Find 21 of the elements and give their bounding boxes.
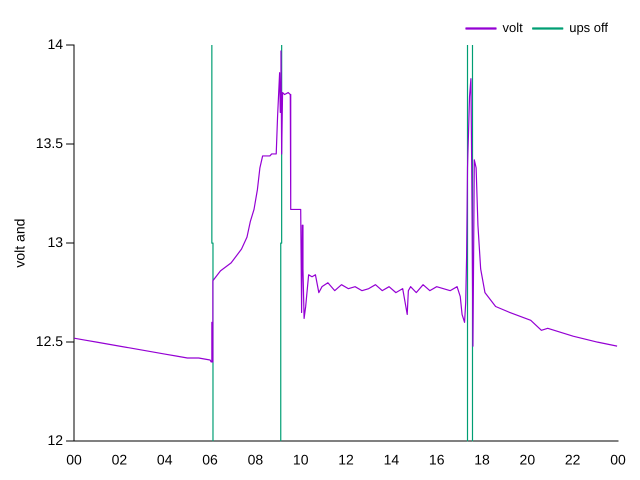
x-tick-label: 12 xyxy=(338,451,354,468)
legend-label: volt xyxy=(502,20,524,36)
x-tick-label: 02 xyxy=(112,451,128,468)
y-tick-label: 13.5 xyxy=(36,134,64,151)
x-tick-label: 00 xyxy=(66,451,82,468)
x-tick-label: 10 xyxy=(292,451,309,468)
x-tick-label: 04 xyxy=(156,451,173,468)
legend-label: ups off xyxy=(569,20,608,36)
x-tick-label: 06 xyxy=(202,451,218,468)
x-tick-label: 22 xyxy=(564,451,581,468)
y-tick-label: 13 xyxy=(47,234,64,250)
y-axis-title: volt and xyxy=(11,218,28,268)
y-tick-label: 12 xyxy=(47,432,64,448)
y-tick-label: 12.5 xyxy=(36,333,64,350)
x-tick-label: 20 xyxy=(520,451,536,468)
y-tick-label: 14 xyxy=(47,36,64,52)
x-tick-label: 08 xyxy=(248,451,264,468)
x-tick-label: 00 xyxy=(610,451,626,468)
x-tick-label: 18 xyxy=(474,451,490,468)
x-tick-label: 14 xyxy=(384,451,400,468)
x-tick-label: 16 xyxy=(428,451,445,468)
